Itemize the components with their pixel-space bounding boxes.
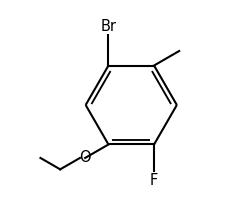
- Text: F: F: [150, 173, 158, 188]
- Text: O: O: [79, 150, 90, 165]
- Text: Br: Br: [100, 19, 117, 34]
